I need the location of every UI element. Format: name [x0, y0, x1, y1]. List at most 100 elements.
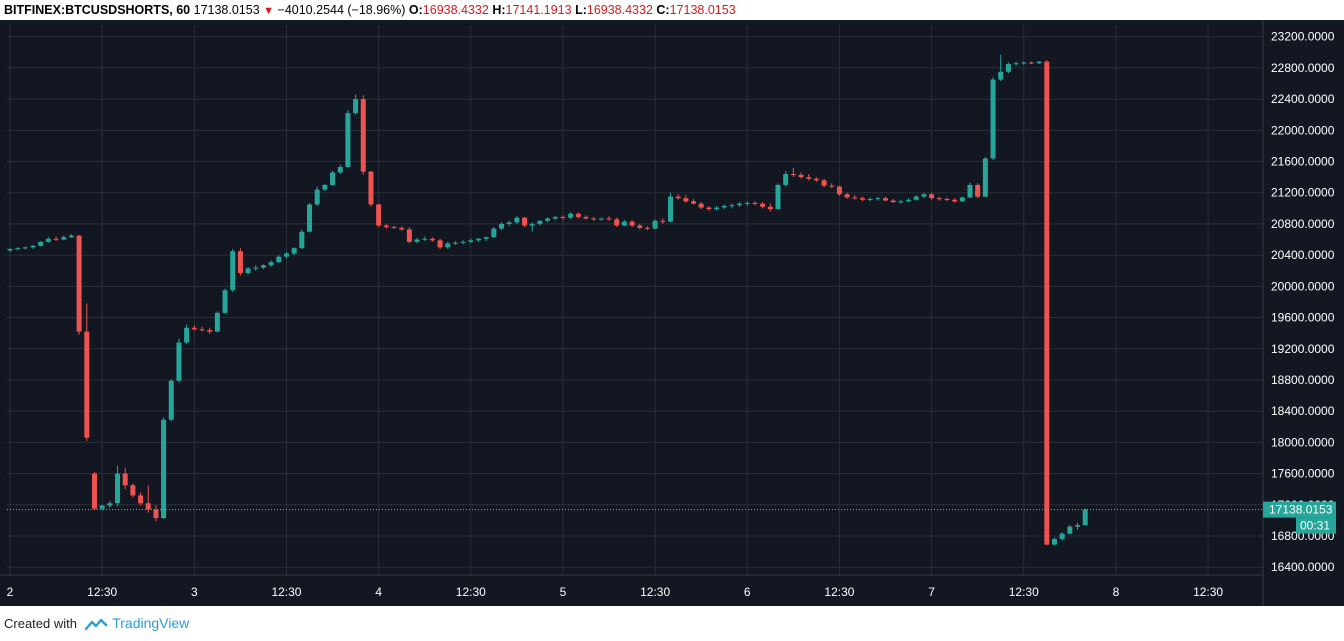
candle[interactable]	[614, 217, 620, 228]
candle[interactable]	[514, 216, 520, 224]
candle[interactable]	[138, 492, 144, 506]
candle[interactable]	[813, 177, 819, 182]
candle[interactable]	[637, 223, 643, 230]
candle[interactable]	[790, 167, 796, 178]
candle[interactable]	[291, 247, 297, 256]
candle[interactable]	[199, 326, 205, 332]
candle[interactable]	[898, 199, 904, 204]
candle[interactable]	[330, 170, 336, 186]
candle[interactable]	[207, 327, 213, 334]
candle[interactable]	[176, 338, 182, 383]
candle[interactable]	[222, 288, 228, 314]
candle[interactable]	[606, 216, 612, 221]
candle[interactable]	[253, 265, 259, 271]
candle[interactable]	[345, 110, 351, 168]
candle[interactable]	[1028, 61, 1034, 65]
candle[interactable]	[68, 234, 74, 238]
candle[interactable]	[429, 237, 435, 242]
candle[interactable]	[76, 234, 82, 335]
candle[interactable]	[22, 246, 28, 250]
candle[interactable]	[130, 483, 136, 498]
candle[interactable]	[721, 204, 727, 210]
candle[interactable]	[829, 183, 835, 189]
candle[interactable]	[1044, 60, 1050, 546]
candle[interactable]	[752, 201, 758, 206]
candle[interactable]	[844, 192, 850, 199]
candle[interactable]	[875, 196, 881, 201]
candle[interactable]	[38, 241, 44, 247]
candle[interactable]	[552, 216, 558, 221]
candle[interactable]	[990, 77, 996, 160]
axes[interactable]: 16400.000016800.000017200.000017600.0000…	[0, 20, 1336, 606]
candle[interactable]	[276, 255, 282, 263]
candle[interactable]	[560, 215, 566, 221]
candle[interactable]	[268, 260, 274, 267]
candle[interactable]	[698, 202, 704, 210]
candle[interactable]	[260, 264, 266, 270]
candle[interactable]	[460, 240, 466, 245]
candle[interactable]	[867, 197, 873, 202]
candle[interactable]	[760, 202, 766, 209]
candle[interactable]	[583, 215, 589, 221]
candle[interactable]	[314, 186, 320, 206]
candle[interactable]	[529, 222, 535, 232]
candle[interactable]	[683, 195, 689, 203]
candle[interactable]	[767, 203, 773, 212]
candle[interactable]	[506, 220, 512, 227]
candle[interactable]	[906, 198, 912, 203]
candle[interactable]	[445, 241, 451, 249]
candle[interactable]	[1051, 537, 1057, 546]
candle[interactable]	[30, 245, 36, 249]
candle[interactable]	[691, 198, 697, 205]
candle[interactable]	[714, 205, 720, 211]
candle[interactable]	[737, 202, 743, 207]
candle[interactable]	[145, 485, 151, 513]
candle[interactable]	[1005, 62, 1011, 74]
candle[interactable]	[621, 220, 627, 227]
candle[interactable]	[376, 203, 382, 228]
candle[interactable]	[890, 198, 896, 203]
candle[interactable]	[959, 196, 965, 203]
candle[interactable]	[729, 203, 735, 209]
candle[interactable]	[806, 174, 812, 181]
candle[interactable]	[437, 238, 443, 249]
candle[interactable]	[537, 220, 543, 226]
candle[interactable]	[591, 216, 597, 221]
candle[interactable]	[706, 205, 712, 211]
candle[interactable]	[406, 227, 412, 244]
candle[interactable]	[15, 247, 21, 251]
candle[interactable]	[184, 324, 190, 345]
candle[interactable]	[499, 222, 505, 231]
candle[interactable]	[61, 235, 67, 241]
candle[interactable]	[168, 379, 174, 422]
candle[interactable]	[7, 248, 13, 253]
candle[interactable]	[299, 229, 305, 249]
candle[interactable]	[1067, 525, 1073, 535]
candle[interactable]	[967, 182, 973, 199]
candle[interactable]	[414, 237, 420, 244]
candle[interactable]	[452, 241, 458, 245]
candle[interactable]	[122, 468, 128, 490]
candle[interactable]	[45, 237, 51, 243]
candles[interactable]	[7, 54, 1088, 546]
candle[interactable]	[921, 192, 927, 199]
candlestick-chart[interactable]: 16400.000016800.000017200.000017600.0000…	[0, 20, 1344, 606]
symbol-interval[interactable]: BITFINEX:BTCUSDSHORTS, 60	[4, 3, 191, 17]
candle[interactable]	[245, 266, 251, 275]
candle[interactable]	[1021, 61, 1027, 65]
candle[interactable]	[913, 195, 919, 201]
candle[interactable]	[998, 54, 1004, 82]
candle[interactable]	[836, 185, 842, 196]
candle[interactable]	[237, 248, 243, 276]
candle[interactable]	[475, 237, 481, 242]
candle[interactable]	[230, 248, 236, 292]
candle[interactable]	[1082, 508, 1088, 526]
candle[interactable]	[337, 164, 343, 175]
candle[interactable]	[775, 183, 781, 210]
candle[interactable]	[821, 178, 827, 188]
candle[interactable]	[283, 252, 289, 259]
candle[interactable]	[191, 325, 197, 331]
candle[interactable]	[783, 170, 789, 187]
candle[interactable]	[391, 225, 397, 229]
candle[interactable]	[975, 183, 981, 199]
